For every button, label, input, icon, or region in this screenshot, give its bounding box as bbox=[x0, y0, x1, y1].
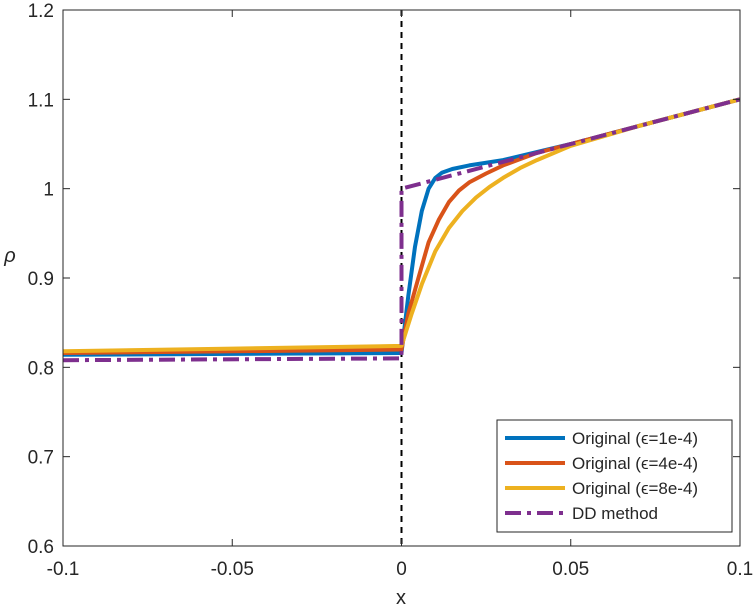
x-tick-label: 0.1 bbox=[727, 559, 753, 580]
y-tick-label: 1.1 bbox=[28, 90, 54, 111]
x-tick-label: 0 bbox=[396, 559, 407, 580]
y-tick-label: 0.8 bbox=[28, 358, 54, 379]
legend: Original (ϵ=1e-4) Original (ϵ=4e-4) Origin… bbox=[496, 419, 733, 533]
legend-label-2: Original (ϵ=4e-4) bbox=[572, 454, 698, 473]
y-tick-label: 1.2 bbox=[28, 1, 54, 22]
legend-label-1: Original (ϵ=1e-4) bbox=[572, 429, 698, 448]
y-tick-label: 0.9 bbox=[28, 269, 54, 290]
x-axis-label: x bbox=[396, 587, 406, 607]
y-axis-label: ρ bbox=[3, 245, 15, 267]
series-line-3 bbox=[63, 97, 740, 354]
legend-label-4: DD method bbox=[572, 504, 658, 523]
series-line-4 bbox=[63, 97, 740, 363]
y-tick-label: 1 bbox=[43, 180, 54, 201]
y-tick-label: 0.6 bbox=[28, 537, 54, 558]
x-tick-label: -0.05 bbox=[211, 559, 254, 580]
y-tick-label: 0.7 bbox=[28, 448, 54, 469]
x-tick-label: 0.05 bbox=[552, 559, 589, 580]
ticks: -0.1 -0.05 0 0.05 0.1 0.6 0.7 0.8 0.9 1 1.1 1.2 bbox=[28, 1, 754, 580]
plot-lines bbox=[63, 10, 740, 546]
x-tick-label: -0.1 bbox=[47, 559, 80, 580]
legend-label-3: Original (ϵ=8e-4) bbox=[572, 479, 698, 498]
